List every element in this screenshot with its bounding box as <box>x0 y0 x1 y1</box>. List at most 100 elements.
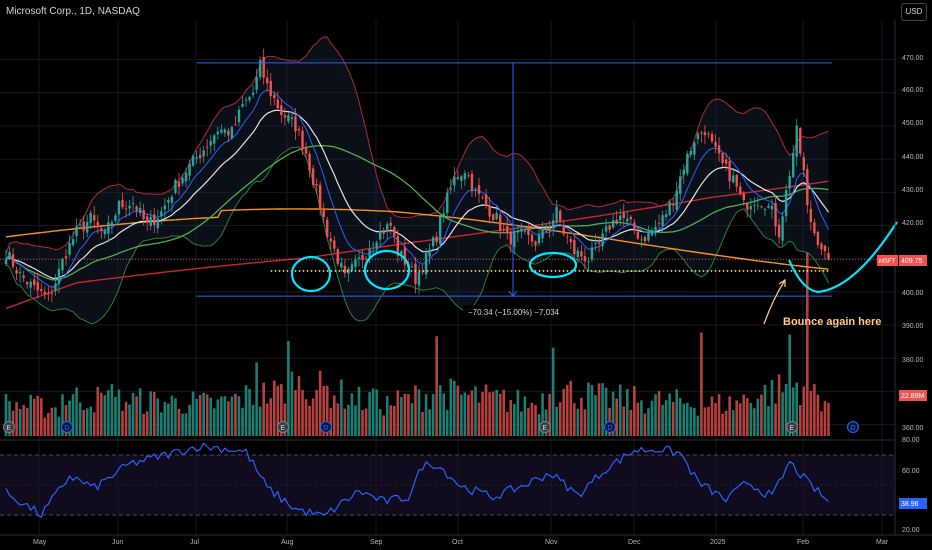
candle-body <box>746 203 749 210</box>
event-marker-letter: E <box>6 425 11 432</box>
volume-bar <box>160 412 163 436</box>
volume-bar <box>248 388 251 436</box>
candle-body <box>114 215 117 221</box>
event-marker-circle <box>277 421 289 433</box>
event-marker-circle <box>539 421 551 433</box>
volume-bar <box>318 370 322 436</box>
volume-bar <box>414 385 417 436</box>
candle-body <box>650 231 654 236</box>
candle-body <box>587 261 590 263</box>
rsi-pane <box>0 439 895 519</box>
volume-bar <box>509 400 513 436</box>
candle-body <box>110 222 114 225</box>
volume-bar <box>184 413 188 436</box>
volume-bar <box>453 380 456 436</box>
candle-body <box>22 275 25 279</box>
candle-body <box>244 99 248 101</box>
candle-body <box>156 218 159 229</box>
volume-bar <box>156 398 160 436</box>
candle-body <box>626 218 629 222</box>
candle-body <box>68 242 71 255</box>
volume-bar <box>470 390 474 436</box>
candle-body <box>400 251 403 255</box>
candle-body <box>234 124 237 126</box>
volume-bar <box>435 336 438 436</box>
volume-bar <box>280 384 283 436</box>
candle-body <box>213 135 216 144</box>
volume-bar <box>806 252 809 436</box>
candle-body <box>686 153 689 174</box>
volume-bar <box>389 405 393 436</box>
candle-body <box>679 176 682 194</box>
candle-body <box>802 157 805 170</box>
candle-body <box>276 99 280 109</box>
candle-body <box>615 219 618 224</box>
volume-bar <box>654 394 657 436</box>
volume-bar <box>460 394 463 436</box>
time-label-oct: Oct <box>452 539 463 546</box>
candle-body <box>495 213 498 219</box>
price-tick-430: 430.00 <box>902 187 924 194</box>
volume-bar <box>791 387 795 436</box>
volume-bar <box>809 390 813 436</box>
candle-body <box>467 175 470 177</box>
candle-body <box>297 128 301 131</box>
candle-body <box>364 258 368 259</box>
volume-bar <box>675 389 678 436</box>
candle-body <box>142 209 145 219</box>
candle-body <box>636 231 640 239</box>
volume-bar <box>442 393 446 436</box>
candle-body <box>230 126 234 139</box>
candle-body <box>788 175 791 189</box>
volume-bar <box>657 391 661 436</box>
volume-bar <box>428 409 431 436</box>
candle-body <box>40 289 43 291</box>
candle-body <box>382 230 385 234</box>
event-marker-letter: E <box>280 425 285 432</box>
volume-bar <box>195 398 198 436</box>
volume-bar <box>57 416 61 436</box>
last-price-badge <box>899 255 927 266</box>
candle-body <box>523 230 527 232</box>
candle-body <box>177 181 181 187</box>
candle-body <box>153 214 156 226</box>
candle-body <box>731 175 735 183</box>
event-marker-letter: D <box>850 425 855 432</box>
last-price-text: 409.75 <box>901 258 923 265</box>
candle-body <box>629 216 633 220</box>
candle-body <box>481 197 484 199</box>
volume-bar <box>661 404 664 436</box>
candle-body <box>753 204 756 206</box>
volume-bar <box>220 396 223 436</box>
volume-bar <box>96 387 100 436</box>
price-tick-390: 390.00 <box>902 323 924 330</box>
volume-bar <box>212 408 216 436</box>
volume-bar <box>47 412 50 436</box>
volume-bar <box>813 384 816 436</box>
candle-body <box>806 169 809 206</box>
volume-bar <box>276 385 280 436</box>
candle-body <box>396 236 400 256</box>
volume-bar <box>364 408 368 436</box>
volume-bar <box>710 396 714 436</box>
volume-bar <box>92 412 96 436</box>
lower-bollinger-band <box>5 146 829 325</box>
candle-body <box>654 226 657 234</box>
candle-body <box>774 202 777 227</box>
user-drawings <box>0 62 898 325</box>
candle-body <box>124 208 128 210</box>
event-marker-circle <box>61 421 73 433</box>
volume-bar <box>417 389 421 436</box>
candle-body <box>657 223 661 224</box>
volume-bar <box>54 407 57 436</box>
candle-body <box>767 205 770 208</box>
candle-body <box>82 221 85 231</box>
volume-bar <box>636 402 640 436</box>
volume-bar <box>350 393 354 436</box>
currency-button[interactable]: USD <box>901 3 927 21</box>
volume-bar <box>128 404 131 436</box>
candle-body <box>619 215 622 221</box>
candle-body <box>202 150 205 157</box>
candle-body <box>446 192 449 213</box>
